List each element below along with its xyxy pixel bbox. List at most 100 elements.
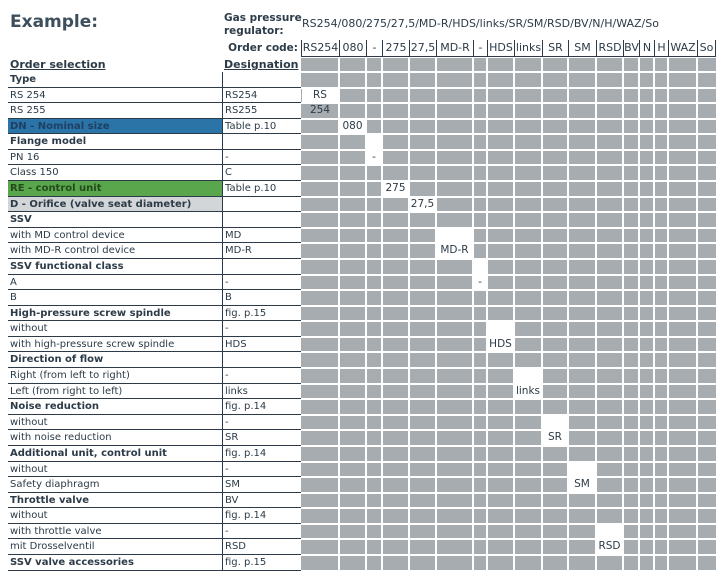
row-label: without — [10, 323, 48, 335]
selected-code-cell: 27,5 — [410, 196, 435, 212]
row-divider — [8, 538, 301, 540]
selected-code-highlight — [515, 369, 541, 383]
selected-code-cell: HDS — [488, 336, 513, 352]
selected-code-cell: - — [367, 149, 381, 165]
grid-column-divider — [486, 58, 488, 572]
row-label: with high-pressure screw spindle — [10, 338, 175, 350]
order-code-cell: SR — [542, 40, 568, 56]
grid-row-divider — [301, 133, 716, 136]
row-designation: RSD — [222, 539, 301, 555]
grid-row-divider — [301, 507, 716, 510]
row-divider — [8, 429, 301, 431]
grid-row-divider — [301, 538, 716, 541]
row-divider — [8, 335, 301, 337]
row-divider — [8, 289, 301, 291]
row-designation: BV — [222, 492, 301, 509]
grid-column-divider — [567, 58, 569, 572]
grid-row-divider — [301, 320, 716, 323]
row-designation: Table p.10 — [222, 181, 301, 197]
order-code-cell: links — [514, 40, 542, 56]
order-code-cell: N — [639, 40, 654, 56]
selected-code-cell: 080 — [340, 118, 365, 134]
row-divider — [8, 398, 301, 400]
order-code-cell: RSD — [596, 40, 623, 56]
row-designation — [222, 212, 301, 228]
selected-code-cell: links — [515, 383, 541, 399]
grid-row-divider — [301, 102, 716, 105]
header-order-selection: Order selection — [10, 58, 106, 71]
row-divider — [8, 257, 301, 259]
row-label: Noise reduction — [10, 401, 99, 413]
order-code-label: Order code: — [228, 42, 298, 54]
row-divider — [8, 133, 301, 135]
grid-row-divider — [301, 398, 716, 401]
row-designation: - — [222, 414, 301, 431]
row-divider — [8, 226, 301, 228]
selected-code-highlight — [488, 322, 513, 336]
grid-column-divider — [622, 58, 624, 572]
row-divider — [8, 507, 301, 509]
row-designation — [222, 134, 301, 150]
row-label: B — [10, 292, 17, 304]
row-designation — [222, 352, 301, 369]
grid-row-divider — [301, 257, 716, 260]
row-divider — [8, 102, 301, 104]
selected-code-cell: 275 — [383, 181, 408, 196]
row-divider — [8, 351, 301, 353]
order-code-cell: 080 — [339, 40, 366, 56]
row-label: SSV — [10, 214, 32, 226]
row-divider — [8, 180, 301, 182]
row-divider — [8, 569, 301, 571]
row-designation — [222, 258, 301, 275]
grid-row-divider — [301, 553, 716, 556]
row-designation — [222, 72, 301, 88]
grid-row-divider — [301, 460, 716, 463]
row-label: Class 150 — [10, 167, 59, 179]
grid-row-divider — [301, 382, 716, 385]
row-divider — [8, 211, 301, 213]
grid-row-divider — [301, 522, 716, 525]
grid-row-divider — [301, 180, 716, 183]
row-designation: MD — [222, 227, 301, 244]
row-label: RS 254 — [10, 89, 46, 101]
grid-column-divider — [541, 58, 543, 572]
row-divider — [8, 460, 301, 462]
grid-row-divider — [301, 304, 716, 307]
row-divider — [8, 553, 301, 555]
row-designation: RS254 — [222, 87, 301, 104]
row-designation: - — [222, 368, 301, 384]
grid-column-divider — [472, 58, 474, 572]
row-label: mit Drosselventil — [10, 541, 95, 553]
row-designation: - — [222, 461, 301, 478]
row-label: without — [10, 416, 48, 428]
row-label: Right (from left to right) — [10, 370, 130, 382]
row-divider — [8, 444, 301, 446]
row-designation: fig. p.15 — [222, 305, 301, 322]
row-designation — [222, 196, 301, 213]
selected-code-cell: - — [474, 274, 486, 290]
grid-row-divider — [301, 195, 716, 198]
row-label: without — [10, 463, 48, 475]
row-divider — [8, 273, 301, 275]
grid-column-divider — [435, 58, 437, 572]
row-label: Direction of flow — [10, 354, 104, 366]
row-label: D - Orifice (valve seat diameter) — [8, 196, 222, 212]
regulator-code: RS254/080/275/27,5/MD-R/HDS/links/SR/SM/… — [302, 17, 659, 30]
grid-row-divider — [301, 289, 716, 292]
row-label: High-pressure screw spindle — [10, 307, 171, 319]
row-divider — [8, 195, 301, 197]
grid-row-divider — [301, 351, 716, 354]
row-label: with MD control device — [10, 229, 125, 241]
row-designation: MD-R — [222, 243, 301, 259]
order-code-cell: H — [654, 40, 668, 56]
row-label: without — [10, 510, 48, 522]
row-designation: fig. p.14 — [222, 508, 301, 524]
grid-row-divider — [301, 86, 716, 89]
row-designation: RS255 — [222, 103, 301, 119]
grid-column-divider — [408, 58, 410, 572]
selected-code-highlight — [597, 524, 622, 539]
row-label: Flange model — [10, 136, 87, 148]
row-label: Throttle valve — [10, 494, 89, 506]
row-label: SSV valve accessories — [10, 556, 134, 568]
grid-row-divider — [301, 211, 716, 214]
